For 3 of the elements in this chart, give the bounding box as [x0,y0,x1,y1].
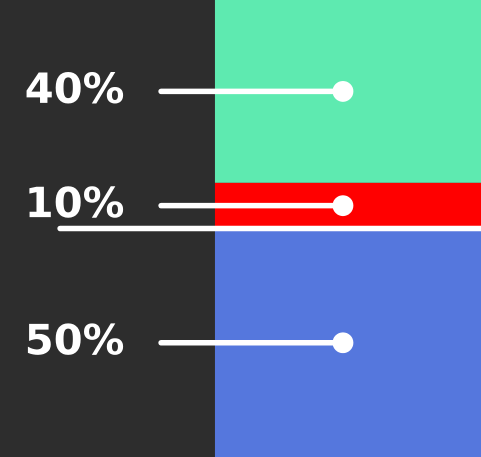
data-label: 40% [26,72,124,104]
data-label: 10% [29,186,124,218]
data-label: 50% [28,323,124,355]
